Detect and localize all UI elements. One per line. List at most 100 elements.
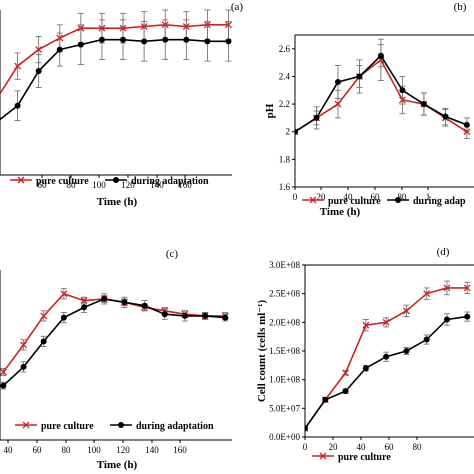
legend-marker xyxy=(309,196,317,204)
data-area xyxy=(0,288,229,390)
legend-label: pure culture xyxy=(328,196,381,207)
x-tick-label: 80 xyxy=(62,445,72,455)
data-area xyxy=(295,38,471,140)
data-point-circle-marker xyxy=(81,304,88,311)
data-point-circle-marker xyxy=(313,114,320,121)
legend: pure culture during adaptation xyxy=(15,421,214,432)
data-point-x-marker xyxy=(362,321,370,329)
y-tick-label: 5.0E+07 xyxy=(269,403,300,413)
series-line-during-adaptation xyxy=(305,315,468,429)
marker-stroke xyxy=(443,284,451,292)
legend-label: during adaptation xyxy=(136,421,214,432)
legend-marker xyxy=(22,421,30,429)
x-tick-label: 60 xyxy=(385,442,395,452)
x-tick-label: 60 xyxy=(33,445,43,455)
marker-stroke xyxy=(382,318,390,326)
marker-stroke xyxy=(60,290,68,298)
data-point-circle-marker xyxy=(14,102,21,109)
data-area xyxy=(0,9,232,121)
data-point-x-marker xyxy=(423,290,431,298)
legend: pure culture during adap xyxy=(302,196,466,207)
x-tick-label: 60 xyxy=(371,192,381,202)
data-point-circle-marker xyxy=(322,396,329,403)
x-axis-title: Time (h) xyxy=(97,459,138,471)
x-tick-label: 60 xyxy=(38,180,48,190)
data-point-circle-marker xyxy=(60,314,67,321)
data-point-circle-marker xyxy=(463,121,470,128)
x-tick-label: 100 xyxy=(87,445,101,455)
panel-a: 60 80 100 120 140 160 Time (h) (a) pure culture d… xyxy=(0,1,243,208)
marker-stroke xyxy=(342,369,350,377)
x-tick-label: 160 xyxy=(178,180,192,190)
data-point-circle-marker xyxy=(305,425,308,432)
x-tick-label: 0 xyxy=(293,192,298,202)
data-point-circle-marker xyxy=(101,295,108,302)
y-tick-label: 3.0E+08 xyxy=(269,260,300,270)
x-axis-title: Time (h) xyxy=(320,206,361,218)
panel-d: 0 20 40 60 80 0.0E+00 5.0E+07 1.0E+08 1.5E+08 2.0… xyxy=(256,246,474,463)
legend-marker xyxy=(319,452,327,460)
data-point-x-marker xyxy=(40,312,48,320)
x-tick-label: 120 xyxy=(116,445,130,455)
x-tick-label: 80 xyxy=(398,192,408,202)
data-point-x-marker xyxy=(20,341,27,349)
marker-stroke xyxy=(35,46,43,54)
data-area xyxy=(305,280,471,432)
data-point-circle-marker xyxy=(362,365,369,372)
x-tick-label: 80 xyxy=(413,442,423,452)
data-point-circle-marker xyxy=(35,68,42,75)
y-tick-label: 1.0E+08 xyxy=(269,375,300,385)
panel-c: 40 60 80 100 120 140 160 Time (h) (c) pure cultur… xyxy=(0,248,232,471)
panel-letter: (a) xyxy=(231,1,244,13)
data-point-x-marker xyxy=(443,284,451,292)
data-point-circle-marker xyxy=(383,353,390,360)
panel-letter: (b) xyxy=(454,1,467,13)
data-point-circle-marker xyxy=(204,38,211,45)
legend-marker xyxy=(118,422,124,428)
legend: pure culture during adaptation xyxy=(10,176,209,187)
y-tick-label: 0.0E+00 xyxy=(269,432,300,442)
legend-label: pure culture xyxy=(41,421,94,432)
x-tick-label: 40 xyxy=(4,445,14,455)
legend-marker xyxy=(113,177,119,183)
x-tick-label: 100 xyxy=(92,180,106,190)
marker-stroke xyxy=(14,62,22,70)
data-point-circle-marker xyxy=(443,316,450,323)
data-point-circle-marker xyxy=(377,52,384,59)
marker-stroke xyxy=(362,321,370,329)
data-point-circle-marker xyxy=(120,36,127,43)
legend-label: during adaptation xyxy=(131,176,209,187)
marker-stroke xyxy=(334,100,342,108)
data-point-circle-marker xyxy=(423,336,430,343)
marker-stroke xyxy=(463,284,471,292)
data-point-circle-marker xyxy=(20,363,27,370)
data-point-circle-marker xyxy=(162,36,169,43)
data-point-circle-marker xyxy=(420,101,427,108)
series-line-pure-culture xyxy=(2,292,226,373)
legend-label: pure culture xyxy=(338,452,391,463)
data-point-circle-marker xyxy=(464,313,471,320)
data-point-circle-marker xyxy=(403,348,410,354)
data-point-circle-marker xyxy=(202,312,209,319)
marker-stroke xyxy=(20,341,27,349)
legend-label: during adap xyxy=(413,196,466,207)
data-point-circle-marker xyxy=(342,388,349,395)
legend-marker xyxy=(395,197,401,203)
data-point-circle-marker xyxy=(442,113,449,120)
panel-b: 0 20 40 60 80 1 1.6 1.8 2 2.2 2.4 2.6 Time (h) pH (b) p… xyxy=(264,1,474,218)
x-tick-label: 140 xyxy=(150,180,164,190)
y-tick-label: 2.4 xyxy=(279,71,291,81)
x-axis-title: Time (h) xyxy=(97,196,138,208)
legend-marker xyxy=(17,176,25,184)
data-point-circle-marker xyxy=(40,338,47,345)
data-point-circle-marker xyxy=(0,382,7,389)
y-tick-label: 2.0E+08 xyxy=(269,317,300,327)
data-point-x-marker xyxy=(402,307,410,315)
x-tick-label: 80 xyxy=(67,180,77,190)
x-tick-label: 20 xyxy=(329,442,339,452)
series-line-pure-culture xyxy=(0,24,229,96)
marker-stroke xyxy=(40,312,48,320)
data-point-circle-marker xyxy=(222,314,229,321)
y-tick-label: 2 xyxy=(286,127,291,137)
